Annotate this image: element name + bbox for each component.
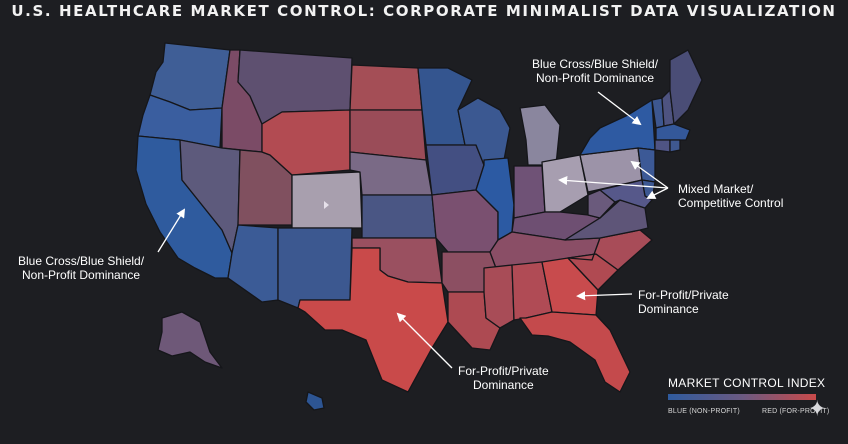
state-florida[interactable] [519,311,631,393]
state-arizona[interactable] [227,224,279,303]
state-iowa[interactable] [425,144,485,196]
state-michigan[interactable] [519,104,561,166]
sparkle-icon: ✦ [808,396,827,421]
state-alaska[interactable] [157,311,223,369]
legend-high-label: RED (FOR-PROFIT) [762,408,830,415]
arrow-mixed-pa [630,160,669,189]
annotation-mixed-market: Mixed Market/ Competitive Control [678,182,784,210]
arrow-southeast [576,291,633,301]
arrow-mixed-md [646,187,669,199]
state-maine[interactable] [669,49,703,125]
legend-low-label: BLUE (NON-PROFIT) [668,408,740,415]
arrow-texas [396,312,453,369]
state-indiana[interactable] [513,165,546,219]
colorado-marker-icon [324,201,329,209]
state-rhode-island[interactable] [669,139,681,153]
page-title: U.S. HEALTHCARE MARKET CONTROL: CORPORAT… [11,2,837,20]
arrow-west [157,208,186,253]
arrow-northeast [597,91,642,126]
state-texas[interactable] [297,247,449,393]
annotation-bcbs-northeast: Blue Cross/Blue Shield/ Non-Profit Domin… [532,57,659,85]
state-colorado[interactable] [291,171,363,229]
state-new-mexico[interactable] [277,227,353,309]
legend-title: MARKET CONTROL INDEX [668,376,826,390]
annotation-bcbs-west: Blue Cross/Blue Shield/ Non-Profit Domin… [18,254,145,282]
state-mississippi[interactable] [483,264,515,329]
state-connecticut[interactable] [654,139,671,153]
state-maryland[interactable] [599,179,653,209]
state-north-dakota[interactable] [349,64,423,111]
state-kansas[interactable] [361,194,437,239]
state-south-dakota[interactable] [349,109,427,161]
state-georgia[interactable] [541,257,599,316]
state-new-york[interactable] [579,99,656,156]
state-hawaii[interactable] [305,391,325,411]
annotation-forprofit-texas: For-Profit/Private Dominance [458,364,549,392]
state-ohio[interactable] [541,154,589,213]
state-massachusetts[interactable] [655,123,691,141]
annotation-forprofit-southeast: For-Profit/Private Dominance [638,288,729,316]
legend-gradient-bar [668,394,816,400]
arrow-mixed-ohio [558,175,669,189]
